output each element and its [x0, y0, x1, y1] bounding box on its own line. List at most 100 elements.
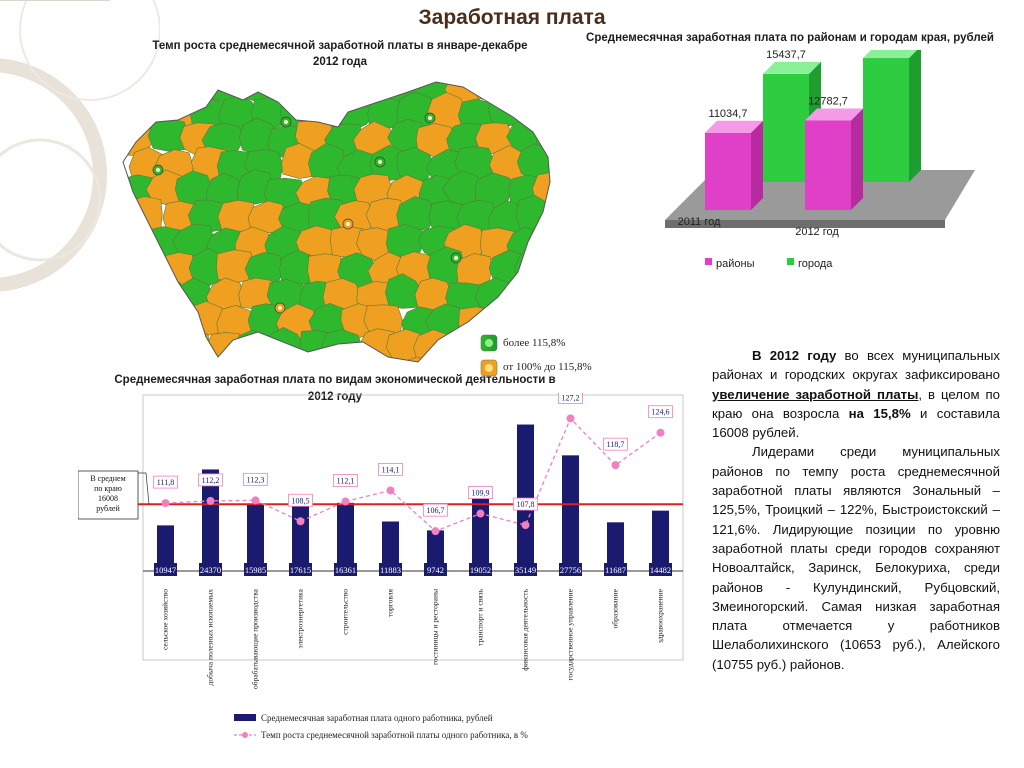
chart2-category-label: гостиницы и рестораны [431, 589, 440, 665]
map-region [396, 196, 437, 232]
chart2-bar-4 [337, 502, 354, 571]
chart2-category-label: транспорт и связь [476, 588, 485, 645]
map-city-marker-center [454, 256, 458, 260]
chart2-growth-point-10 [611, 461, 620, 470]
map-region [123, 328, 154, 362]
chart2-bar-label-box [244, 563, 267, 576]
chart2-growth-label-box [333, 474, 358, 487]
chart2-growth-point-11 [656, 428, 665, 437]
chart2-bar-10 [607, 522, 624, 571]
chart2-category-label: образование [611, 588, 620, 628]
map-region [143, 82, 185, 108]
chart1-legend-swatch [787, 258, 794, 265]
legend-markers [480, 334, 498, 377]
chart2-bar-9 [562, 455, 579, 571]
chart2-growth-line [165, 417, 661, 532]
chart2-growth-label: 107,8 [517, 500, 535, 509]
legend-label-green: более 115,8% [503, 337, 566, 349]
chart2-bar-label: 9742 [427, 565, 444, 575]
map-region [128, 356, 166, 362]
chart2-growth-label: 112,1 [337, 476, 355, 485]
chart2-frame [142, 394, 684, 661]
map-region [127, 301, 167, 339]
map-region [385, 273, 423, 309]
chart2-growth-label: 111,8 [157, 478, 174, 487]
chart2-growth-label-box [513, 497, 538, 511]
chart2-growth-point-6 [431, 527, 440, 536]
chart2-growth-point-3 [296, 517, 305, 526]
chart2-growth-label-box [153, 475, 178, 489]
map-city-marker-center [278, 306, 282, 310]
chart2-growth-label-box [648, 405, 673, 419]
map-region [156, 354, 195, 362]
map-region [123, 229, 156, 261]
map-region [423, 355, 463, 362]
chart2-growth-point-2 [251, 496, 260, 505]
chart2-bar-label-box [424, 563, 447, 576]
map-region [321, 329, 363, 362]
chart2-bar-label-box [334, 563, 357, 576]
map-title: Темп роста среднемесячной заработной пла… [152, 40, 528, 68]
chart2-growth-label-box [423, 503, 448, 517]
sector-wage-chart: 10947 сельское хозяйство 24370 добыча полез… [78, 393, 684, 740]
paragraph-1-segment: и составила 16008 рублей. [712, 405, 1001, 441]
map-region [515, 194, 550, 233]
chart2-growth-point-8 [521, 521, 530, 530]
chart2-bar-5 [382, 521, 399, 571]
map-region [307, 352, 348, 362]
map-region [123, 196, 163, 231]
chart2-bar-label: 27756 [560, 565, 581, 575]
chart2-growth-label-box [243, 472, 268, 486]
map-city-marker-center [378, 160, 382, 164]
map-region [185, 354, 224, 362]
summary-paragraph-2: Лидерами среди муниципальных районов по … [712, 444, 1000, 672]
decorative-rings [0, 0, 160, 292]
chart2-title: Среднемесячная заработная плата по видам… [114, 374, 556, 403]
map-region [216, 354, 255, 362]
chart2-category-label: торговля [386, 588, 395, 617]
chart2-bar-label: 24370 [200, 565, 221, 575]
chart2-bar-label: 35149 [515, 565, 536, 575]
map-region [546, 94, 550, 130]
chart2-bar-label-box [604, 563, 627, 576]
chart2-growth-label: 127,2 [562, 393, 580, 402]
chart2-bar-label: 16361 [335, 565, 356, 575]
map-city-marker-center [428, 116, 432, 120]
chart2-bar-label: 11883 [380, 565, 401, 575]
chart2-category-label: строительство [341, 589, 350, 635]
legend-green-dot [485, 339, 493, 347]
chart2-category-label: обрабатывающие производства [251, 588, 260, 689]
chart1-title: Среднемесячная заработная плата по район… [586, 32, 994, 44]
chart1-category-label: 2012 год [795, 226, 839, 238]
map-region [177, 82, 214, 103]
chart2-average-label: В среднем по краю 16008 рублей [90, 474, 125, 513]
chart1-bar-side [751, 120, 763, 210]
chart2-growth-label-box [468, 486, 493, 499]
chart1-bar-side [851, 108, 863, 210]
chart2-growth-label: 112,3 [247, 475, 265, 484]
map-region [146, 277, 187, 314]
chart2-bar-11 [652, 510, 669, 571]
chart2-callout-pointer [138, 472, 150, 505]
chart1-value-label: 12782,7 [808, 96, 848, 108]
chart2-growth-point-9 [566, 414, 575, 423]
chart2-bar-1 [202, 469, 219, 571]
legend-label-orange: от 100% до 115,8% [503, 361, 592, 373]
map-region [236, 82, 277, 102]
chart2-growth-label: 124,6 [652, 408, 670, 417]
summary-text: В 2012 году во всех муниципальных района… [712, 346, 1000, 674]
chart2-growth-label: 112,2 [202, 476, 220, 485]
map-region [549, 195, 550, 231]
chart2-growth-label: 106,7 [427, 506, 445, 515]
map-region [535, 279, 550, 316]
chart2-growth-point-5 [386, 486, 395, 495]
chart1-bar-top [863, 50, 918, 59]
map-region [551, 250, 558, 286]
chart2-growth-point-0 [161, 499, 170, 508]
chart2-category-label: электроэнергетика [296, 588, 305, 648]
chart2-bar-label: 14482 [650, 565, 671, 575]
chart2-legend-bar-label: Среднемесячная заработная плата одного р… [261, 713, 493, 723]
map-region [276, 356, 315, 362]
chart2-growth-point-1 [206, 496, 215, 505]
